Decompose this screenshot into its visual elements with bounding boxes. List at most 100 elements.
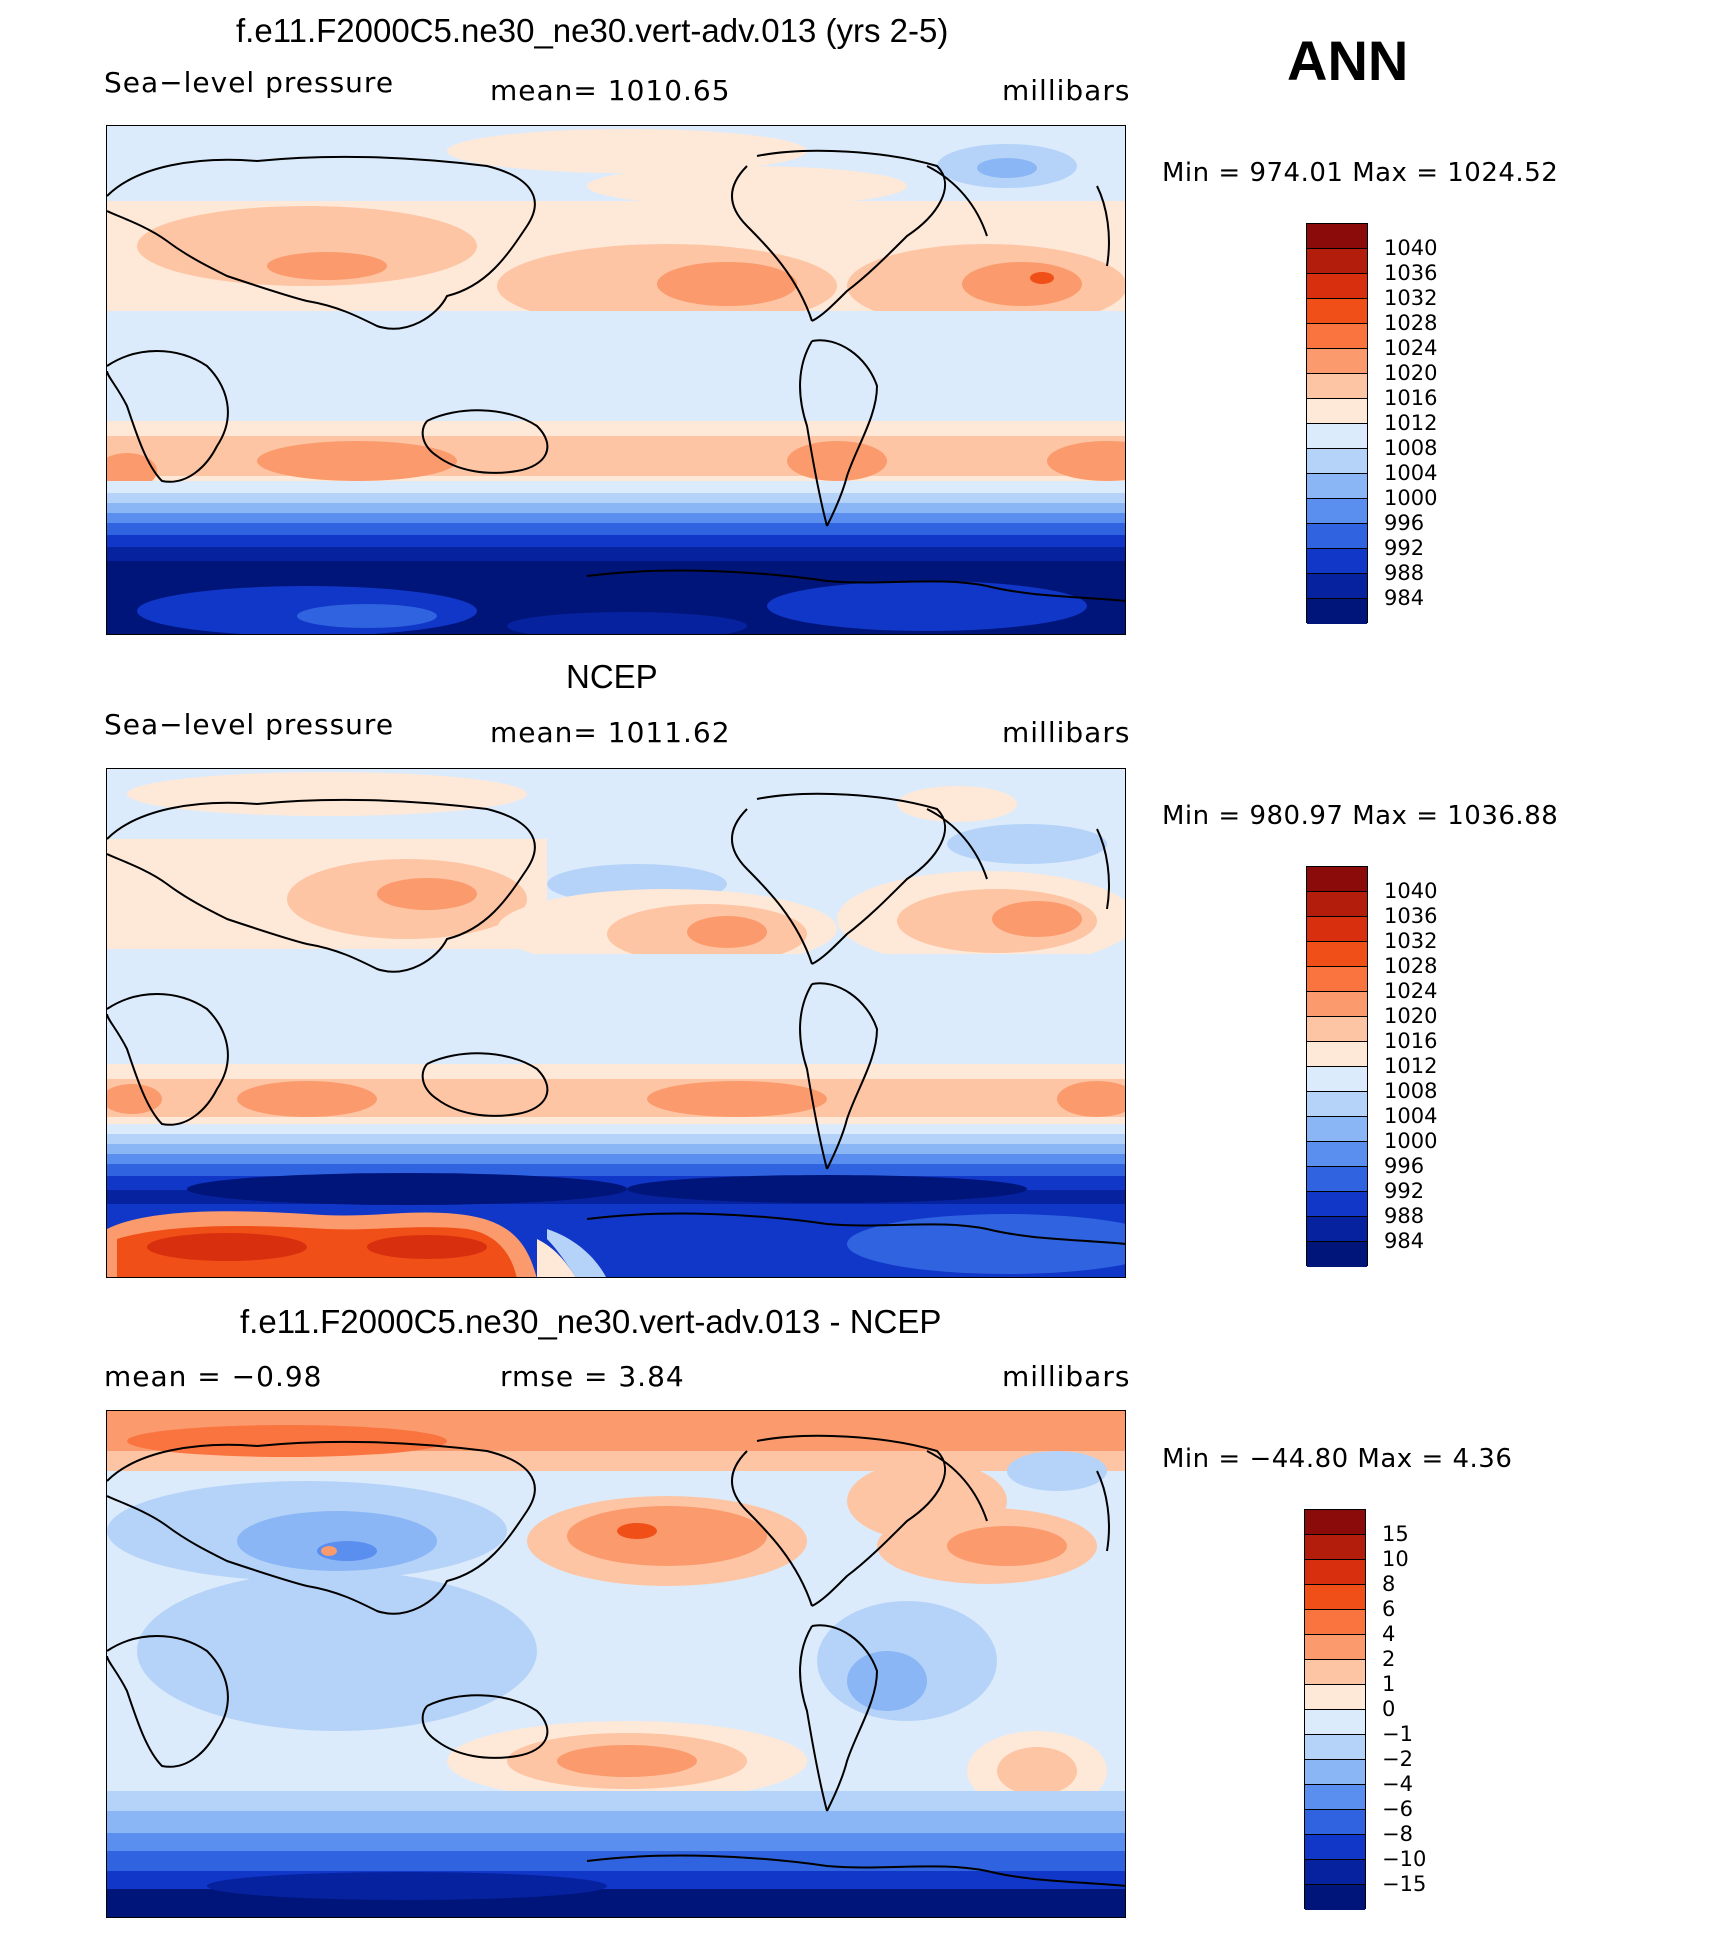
colorbar-tick-label: 1040 — [1384, 236, 1438, 260]
panel1-mean: mean= 1010.65 — [490, 74, 731, 107]
colorbar-tick-label: −2 — [1382, 1747, 1413, 1771]
colorbar-tick-label: 984 — [1384, 586, 1425, 610]
panel3-minmax: Min = −44.80 Max = 4.36 — [1162, 1444, 1513, 1474]
panel1-map-svg — [107, 126, 1125, 634]
colorbar-tick-label: −8 — [1382, 1822, 1413, 1846]
panel1-title: f.e11.F2000C5.ne30_ne30.vert-adv.013 (yr… — [236, 12, 949, 49]
colorbar-swatch — [1305, 1710, 1365, 1735]
panel3-title: f.e11.F2000C5.ne30_ne30.vert-adv.013 - N… — [240, 1303, 942, 1340]
colorbar-swatch — [1307, 449, 1367, 474]
colorbar-tick-label: 988 — [1384, 561, 1425, 585]
colorbar-tick-label: 4 — [1382, 1622, 1396, 1646]
panel3-rmse: rmse = 3.84 — [500, 1360, 685, 1393]
colorbar-tick-label: 996 — [1384, 511, 1425, 535]
colorbar-swatch — [1307, 992, 1367, 1017]
colorbar-tick-label: −15 — [1382, 1872, 1427, 1896]
colorbar-swatch — [1307, 399, 1367, 424]
colorbar-swatch — [1307, 224, 1367, 249]
colorbar-tick-label: 1040 — [1384, 879, 1438, 903]
colorbar-swatch — [1305, 1760, 1365, 1785]
colorbar-swatch — [1305, 1860, 1365, 1885]
colorbar-tick-label: 1020 — [1384, 1004, 1438, 1028]
colorbar-tick-label: 1012 — [1384, 411, 1438, 435]
colorbar-tick-label: 1020 — [1384, 361, 1438, 385]
panel2-variable: Sea−level pressure — [104, 708, 395, 741]
colorbar-tick-label: 996 — [1384, 1154, 1425, 1178]
colorbar-tick-label: 1008 — [1384, 436, 1438, 460]
colorbar-tick-label: 992 — [1384, 1179, 1425, 1203]
colorbar-tick-label: 0 — [1382, 1697, 1396, 1721]
colorbar-tick-label: 1024 — [1384, 336, 1438, 360]
colorbar-swatch — [1307, 574, 1367, 599]
colorbar-tick-label: 1024 — [1384, 979, 1438, 1003]
season-label: ANN — [1287, 29, 1409, 92]
panel3-colorbar-box — [1304, 1509, 1366, 1910]
colorbar-tick-label: 1004 — [1384, 1104, 1438, 1128]
colorbar-swatch — [1307, 1117, 1367, 1142]
panel2-title: NCEP — [566, 658, 658, 695]
panel1-units: millibars — [1002, 74, 1131, 107]
colorbar-swatch — [1307, 524, 1367, 549]
colorbar-swatch — [1307, 1067, 1367, 1092]
colorbar-tick-label: 1016 — [1384, 1029, 1438, 1053]
colorbar-tick-label: 8 — [1382, 1572, 1396, 1596]
colorbar-swatch — [1307, 1017, 1367, 1042]
colorbar-swatch — [1307, 299, 1367, 324]
colorbar-swatch — [1305, 1585, 1365, 1610]
colorbar-swatch — [1307, 1242, 1367, 1267]
panel1-map — [106, 125, 1126, 635]
colorbar-tick-label: 992 — [1384, 536, 1425, 560]
colorbar-swatch — [1305, 1535, 1365, 1560]
colorbar-swatch — [1305, 1660, 1365, 1685]
colorbar-tick-label: 1012 — [1384, 1054, 1438, 1078]
panel2-minmax: Min = 980.97 Max = 1036.88 — [1162, 801, 1559, 831]
colorbar-swatch — [1307, 1042, 1367, 1067]
colorbar-tick-label: −4 — [1382, 1772, 1413, 1796]
colorbar-swatch — [1307, 599, 1367, 624]
colorbar-swatch — [1305, 1685, 1365, 1710]
colorbar-tick-label: 15 — [1382, 1522, 1409, 1546]
panel1-colorbar-box — [1306, 223, 1368, 624]
colorbar-swatch — [1307, 374, 1367, 399]
colorbar-swatch — [1307, 1142, 1367, 1167]
panel3-map-svg — [107, 1411, 1125, 1917]
colorbar-swatch — [1307, 867, 1367, 892]
colorbar-swatch — [1307, 1167, 1367, 1192]
panel2-colorbar-box — [1306, 866, 1368, 1267]
colorbar-tick-label: −6 — [1382, 1797, 1413, 1821]
colorbar-swatch — [1305, 1635, 1365, 1660]
colorbar-swatch — [1305, 1835, 1365, 1860]
colorbar-swatch — [1305, 1785, 1365, 1810]
colorbar-tick-label: 2 — [1382, 1647, 1396, 1671]
colorbar-tick-label: 10 — [1382, 1547, 1409, 1571]
colorbar-swatch — [1307, 892, 1367, 917]
colorbar-tick-label: −1 — [1382, 1722, 1413, 1746]
colorbar-tick-label: 1 — [1382, 1672, 1396, 1696]
colorbar-tick-label: 984 — [1384, 1229, 1425, 1253]
colorbar-swatch — [1305, 1510, 1365, 1535]
colorbar-tick-label: 1032 — [1384, 929, 1438, 953]
panel3-map — [106, 1410, 1126, 1918]
panel2-map — [106, 768, 1126, 1278]
colorbar-swatch — [1305, 1610, 1365, 1635]
panel2-map-svg — [107, 769, 1125, 1277]
panel1-minmax: Min = 974.01 Max = 1024.52 — [1162, 158, 1559, 188]
colorbar-swatch — [1305, 1735, 1365, 1760]
colorbar-swatch — [1307, 424, 1367, 449]
panel3-mean: mean = −0.98 — [104, 1360, 323, 1393]
panel2-units: millibars — [1002, 716, 1131, 749]
colorbar-swatch — [1307, 1192, 1367, 1217]
panel1-variable: Sea−level pressure — [104, 66, 395, 99]
colorbar-swatch — [1307, 942, 1367, 967]
colorbar-swatch — [1307, 499, 1367, 524]
colorbar-swatch — [1307, 549, 1367, 574]
colorbar-tick-label: 1008 — [1384, 1079, 1438, 1103]
colorbar-swatch — [1305, 1560, 1365, 1585]
colorbar-tick-label: 1028 — [1384, 311, 1438, 335]
colorbar-tick-label: −10 — [1382, 1847, 1427, 1871]
colorbar-tick-label: 1036 — [1384, 261, 1438, 285]
colorbar-tick-label: 6 — [1382, 1597, 1396, 1621]
colorbar-swatch — [1307, 967, 1367, 992]
colorbar-tick-label: 1000 — [1384, 486, 1438, 510]
colorbar-swatch — [1307, 324, 1367, 349]
